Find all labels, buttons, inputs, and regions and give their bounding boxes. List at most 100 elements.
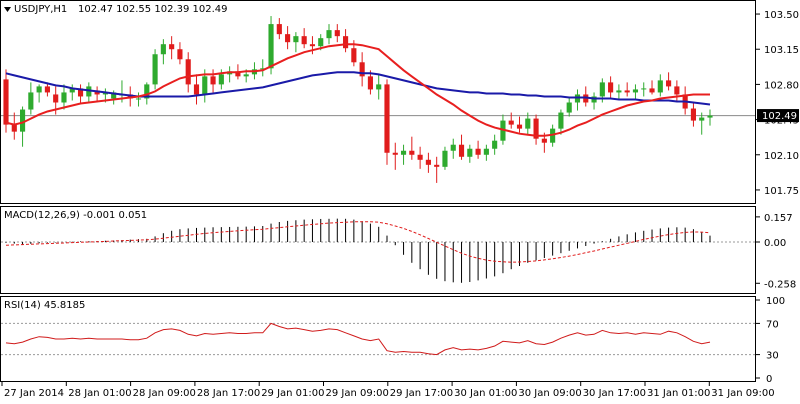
time-tick-label: 31 Jan 09:00 (711, 388, 774, 399)
rsi-tick-label: 0 (766, 374, 772, 385)
time-tick-label: 29 Jan 17:00 (390, 388, 453, 399)
candle-bull (326, 30, 332, 39)
candle-bull (442, 150, 448, 167)
candle-bull (36, 86, 42, 93)
candle-bull (61, 92, 67, 103)
candle-bull (616, 90, 622, 93)
symbol-label: USDJPY,H1 (14, 4, 67, 15)
candle-bear (392, 152, 398, 155)
rsi-label: RSI(14) 45.8185 (4, 300, 85, 311)
time-tick-label: 28 Jan 17:00 (197, 388, 260, 399)
price-tick-label: 103.50 (764, 10, 799, 21)
candle-bull (135, 98, 142, 100)
candle-bull (500, 120, 506, 141)
candle-bear (649, 88, 655, 93)
candle-bear (516, 124, 523, 129)
candle-bear (674, 86, 680, 95)
candle-bull (599, 82, 605, 97)
candle-bear (169, 44, 175, 50)
candle-bear (276, 24, 282, 35)
time-tick-label: 29 Jan 09:00 (326, 388, 389, 399)
candle-bear (334, 30, 340, 37)
rsi-tick-label: 70 (766, 319, 779, 330)
candle-bear (343, 36, 349, 49)
candle-bull (400, 150, 407, 155)
macd-histogram (5, 218, 711, 283)
time-tick-label: 29 Jan 01:00 (261, 388, 324, 399)
rsi-line (5, 322, 711, 356)
candle-bull (160, 44, 166, 55)
candle-bull (699, 117, 705, 121)
price-panel-frame (0, 0, 756, 204)
candle-bull (707, 115, 713, 118)
candle-bear (434, 164, 440, 167)
candle-bear (384, 84, 390, 153)
macd-signal-polyline (5, 221, 711, 263)
macd-panel-frame (0, 206, 756, 294)
time-tick-label: 30 Jan 09:00 (518, 388, 581, 399)
candle-bear (77, 88, 84, 97)
candle-bull (152, 54, 158, 85)
time-tick-label: 30 Jan 17:00 (583, 388, 646, 399)
candle-bear (608, 82, 614, 93)
candle-bull (102, 92, 108, 95)
candle-bull (218, 74, 224, 85)
time-tick-label: 28 Jan 09:00 (133, 388, 196, 399)
candle-bear (185, 59, 191, 85)
candle-bull (467, 148, 473, 157)
last-price-tag: 102.49 (757, 109, 799, 123)
candle-bull (202, 76, 208, 95)
candle-bear (359, 62, 365, 77)
svg-text:102.49: 102.49 (762, 111, 797, 122)
candle-bull (243, 74, 249, 77)
candle-bull (19, 109, 26, 132)
candle-bull (86, 86, 92, 97)
candle-bear (475, 148, 481, 155)
candle-bull (566, 102, 572, 113)
candle-bear (309, 44, 316, 47)
candle-bull (268, 24, 274, 69)
time-tick-label: 31 Jan 01:00 (647, 388, 710, 399)
candle-bear (351, 48, 357, 63)
price-tick-label: 102.80 (764, 80, 799, 91)
macd-axis: 0.157 0.00 -0.258 (1, 213, 796, 290)
candle-bear (458, 144, 465, 157)
rsi-tick-label: 30 (766, 351, 779, 362)
candle-bear (417, 154, 423, 160)
time-tick-label: 30 Jan 01:00 (454, 388, 517, 399)
candle-bull (525, 118, 531, 129)
candle-bear (367, 76, 373, 90)
moving-averages (5, 43, 711, 137)
candle-bear (533, 118, 539, 139)
dropdown-triangle-icon[interactable] (4, 7, 11, 12)
candle-bear (690, 108, 697, 121)
macd-tick-label: -0.258 (764, 279, 796, 290)
price-tick-label: 101.75 (764, 186, 799, 197)
macd-signal-line (5, 221, 711, 263)
candle-bull (492, 140, 498, 149)
price-tick-label: 103.15 (764, 45, 799, 56)
candle-bear (235, 71, 241, 77)
time-tick-label: 27 Jan 2014 (4, 388, 64, 399)
price-tick-label: 102.10 (764, 151, 799, 162)
candle-bear (94, 90, 100, 95)
candle-bear (666, 80, 672, 87)
candle-bear (301, 36, 307, 45)
rsi-polyline (5, 322, 711, 356)
candle-bull (111, 92, 117, 99)
ohlc-header: 102.47 102.55 102.39 102.49 (78, 4, 228, 15)
candle-bull (641, 88, 647, 90)
candle-bear (508, 120, 514, 125)
candle-bear (541, 138, 547, 143)
candle-bear (53, 94, 59, 103)
ma-slow-line (5, 71, 711, 106)
candle-bull (28, 92, 34, 110)
candle-bull (558, 112, 564, 129)
candle-bull (144, 84, 150, 99)
candle-bear (624, 90, 630, 93)
candle-bull (293, 36, 299, 43)
candle-bull (69, 88, 75, 93)
candle-bear (177, 49, 183, 60)
